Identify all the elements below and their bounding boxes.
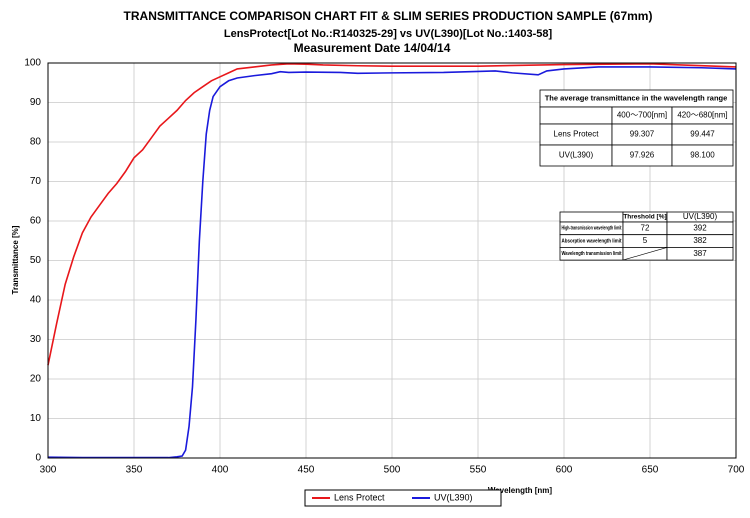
legend: Lens Protect UV(L390) (304, 489, 502, 507)
y-tick-label: 60 (30, 216, 42, 227)
y-tick-label: 20 (30, 374, 42, 385)
x-tick-label: 500 (384, 465, 401, 476)
chart-subtitle: LensProtect[Lot No.:R140325-29] vs UV(L3… (224, 28, 553, 40)
x-tick-label: 350 (126, 465, 143, 476)
table-cell (539, 106, 613, 125)
series-line (47, 66, 737, 459)
table-cell-text: 99.447 (690, 130, 715, 139)
row-label: Wavelength transmission limit (562, 251, 622, 257)
table-cell-text: 387 (693, 249, 707, 258)
lines (47, 62, 737, 459)
series-line (47, 62, 737, 366)
table-cell-text: Lens Protect (554, 130, 600, 139)
table-cell-text: 97.926 (630, 151, 655, 160)
x-axis-label: Wavelength [nm] (488, 486, 552, 495)
y-tick-label: 40 (30, 295, 42, 306)
legend-label: UV(L390) (434, 492, 473, 502)
x-tick-label: 600 (556, 465, 573, 476)
table-cell (666, 246, 734, 261)
table-cell-text: UV(L390) (559, 151, 594, 160)
table-cell-text: 72 (641, 223, 650, 232)
x-tick-label: 700 (728, 465, 745, 476)
y-tick-label: 70 (30, 176, 42, 187)
y-tick-label: 90 (30, 97, 42, 108)
y-tick-label: 80 (30, 137, 42, 148)
table-cell-text: 392 (693, 223, 707, 232)
table-cell-text: 98.100 (690, 151, 715, 160)
row-label: High-transmission wavelength limit (562, 226, 622, 232)
y-tick-label: 10 (30, 413, 42, 424)
x-tick-label: 300 (40, 465, 57, 476)
table-header: 400～700[nm] (617, 111, 667, 120)
row-label: Absorption wavelength limit (562, 238, 622, 244)
x-tick-label: 550 (470, 465, 487, 476)
legend-label: Lens Protect (334, 492, 385, 502)
table-slash (622, 247, 668, 261)
x-tick-label: 450 (298, 465, 315, 476)
legend-box (304, 489, 502, 507)
table-cell (671, 144, 734, 167)
table-cell-text: 99.307 (630, 130, 655, 139)
tables: The average transmittance in the wavelen… (539, 89, 734, 261)
y-tick-label: 50 (30, 255, 42, 266)
table-cell-text: 5 (643, 236, 648, 245)
y-tick-label: 100 (24, 58, 41, 69)
table-header: 420～680[nm] (677, 111, 727, 120)
y-tick-label: 0 (35, 453, 41, 464)
table-cell-text: 382 (693, 236, 707, 245)
measurement-date: Measurement Date 14/04/14 (294, 41, 451, 55)
table-cell (559, 211, 624, 223)
table-header: Threshold [%] (623, 214, 666, 221)
y-axis-label: Transmittance [%] (11, 225, 20, 294)
x-tick-label: 650 (642, 465, 659, 476)
y-tick-label: 30 (30, 334, 42, 345)
table-title: The average transmittance in the wavelen… (545, 93, 728, 102)
plot-frame (47, 62, 737, 459)
table-header: UV(L390) (683, 212, 718, 221)
x-tick-label: 400 (212, 465, 229, 476)
chart-title: TRANSMITTANCE COMPARISON CHART FIT & SLI… (124, 9, 653, 23)
